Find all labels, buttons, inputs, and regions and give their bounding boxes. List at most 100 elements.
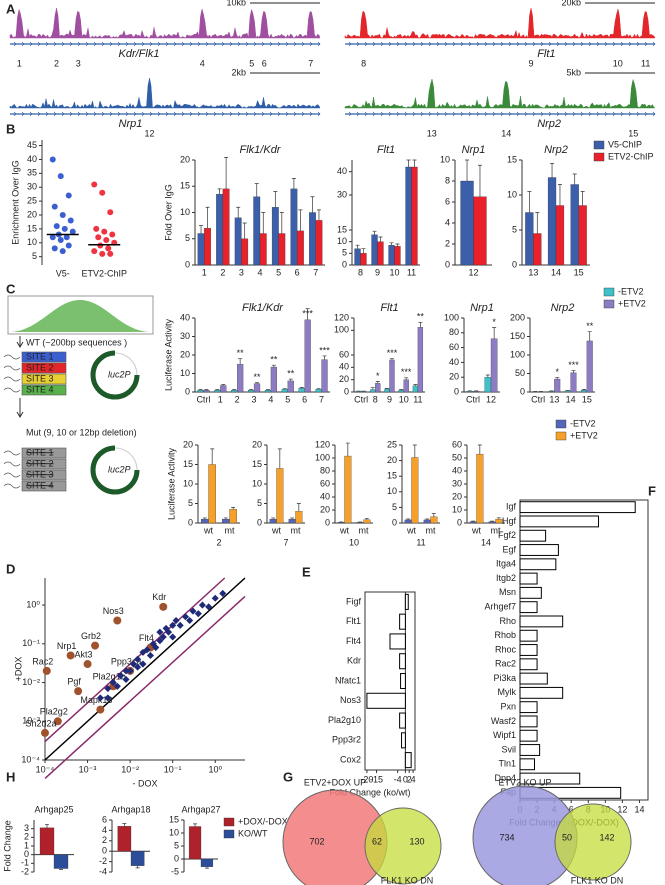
error-bar: [198, 389, 203, 391]
y-tick-label: 1: [24, 840, 29, 850]
bar: [519, 558, 557, 571]
y-tick-label: 0: [185, 259, 190, 269]
legend-swatch: [223, 817, 235, 827]
error-bar: [316, 388, 321, 390]
y-tick-label: 4: [102, 825, 107, 835]
bar: [519, 744, 541, 756]
y-tick-label: Svil: [501, 744, 516, 754]
error-bar: [492, 327, 497, 339]
strand-arrow: [644, 111, 648, 117]
bar: [278, 233, 286, 266]
bar: [389, 633, 406, 650]
strand-arrow: [524, 41, 528, 47]
y-tick-label: 4: [445, 217, 450, 227]
panel-label: H: [6, 769, 15, 784]
point: [99, 250, 106, 257]
strand-arrow: [45, 41, 49, 47]
point: [159, 633, 167, 641]
bar: [371, 234, 378, 266]
strand-arrow: [53, 41, 57, 47]
y-tick-label: Mylk: [498, 687, 517, 697]
error-bar: [261, 212, 266, 234]
bar: [525, 212, 534, 266]
bar: [309, 212, 316, 266]
legend-swatch: [603, 287, 615, 297]
panel-label: D: [6, 561, 15, 576]
bar: [204, 228, 211, 266]
y-tick-label: 120: [315, 439, 330, 449]
x-tick-label: 1: [202, 267, 207, 277]
y-axis-label: Enrichment Over IgG: [10, 160, 20, 245]
site-text: SITE 4: [26, 384, 54, 394]
bar: [377, 241, 384, 266]
y-tick-label: Rho: [499, 616, 516, 626]
error-bar: [364, 518, 369, 520]
strand-arrow: [428, 111, 432, 117]
x-tick-label: wt: [471, 525, 481, 535]
y-tick-label: Flt4: [346, 636, 361, 646]
site-label: 5: [249, 58, 254, 68]
bar: [403, 379, 409, 393]
y-tick-label: 5: [174, 840, 179, 850]
y-tick-label: 15: [180, 181, 190, 191]
strand-arrow: [484, 111, 488, 117]
point: [189, 607, 197, 615]
point: [186, 616, 194, 625]
bar: [578, 205, 587, 266]
x-tick-label: 10⁻²: [121, 764, 139, 774]
bar: [237, 364, 244, 393]
strand-arrow: [556, 41, 560, 47]
bar: [417, 327, 424, 393]
y-tick-label: Wasf2: [491, 716, 516, 726]
point: [169, 621, 177, 629]
legend-label: -ETV2: [570, 418, 596, 428]
bar: [264, 389, 272, 393]
y-tick-label: 20: [339, 374, 349, 384]
point: [113, 616, 122, 625]
y-tick-label: 10: [27, 237, 37, 247]
scale-label: 10kb: [226, 0, 246, 7]
y-tick-label: Rhob: [494, 630, 516, 640]
error-bar: [555, 377, 560, 380]
site-label: 8: [361, 58, 366, 68]
x-tick-label: 9: [375, 267, 380, 277]
bar: [469, 521, 477, 524]
strand-arrow: [372, 111, 376, 117]
error-bar: [571, 370, 576, 373]
point: [156, 628, 164, 636]
y-tick-label: 15: [507, 154, 517, 164]
bar: [216, 193, 224, 266]
bar: [270, 366, 277, 393]
point: [139, 660, 147, 668]
y-tick-label: 10⁰: [26, 599, 40, 609]
strand-arrow: [165, 111, 169, 117]
point: [69, 228, 76, 235]
y-tick-label: -2: [21, 866, 29, 876]
point: [134, 655, 142, 663]
significance: **: [417, 312, 425, 322]
y-tick-label: 15: [337, 224, 347, 234]
venn-count: 142: [599, 832, 614, 842]
x-tick-label: 4: [411, 774, 416, 784]
strand-arrow: [548, 111, 552, 117]
strand-arrow: [261, 41, 265, 47]
site-box: [21, 384, 67, 396]
error-bar: [431, 513, 436, 517]
strand-arrow: [69, 41, 73, 47]
strand-arrow: [644, 41, 648, 47]
error-bar: [291, 178, 296, 189]
x-tick-label: 14: [634, 804, 644, 814]
strand-arrow: [636, 111, 640, 117]
bar: [581, 389, 588, 393]
point: [42, 666, 51, 675]
strand-arrow: [372, 41, 376, 47]
bar: [315, 389, 322, 393]
bar: [519, 601, 538, 614]
strand-arrow: [348, 41, 352, 47]
strand-arrow: [101, 41, 105, 47]
strand-arrow: [628, 41, 632, 47]
x-tick-label: 14: [551, 267, 561, 277]
significance: ***: [302, 308, 313, 318]
x-tick-label: ETV2-ChIP: [81, 268, 127, 278]
site-box: [21, 469, 67, 481]
